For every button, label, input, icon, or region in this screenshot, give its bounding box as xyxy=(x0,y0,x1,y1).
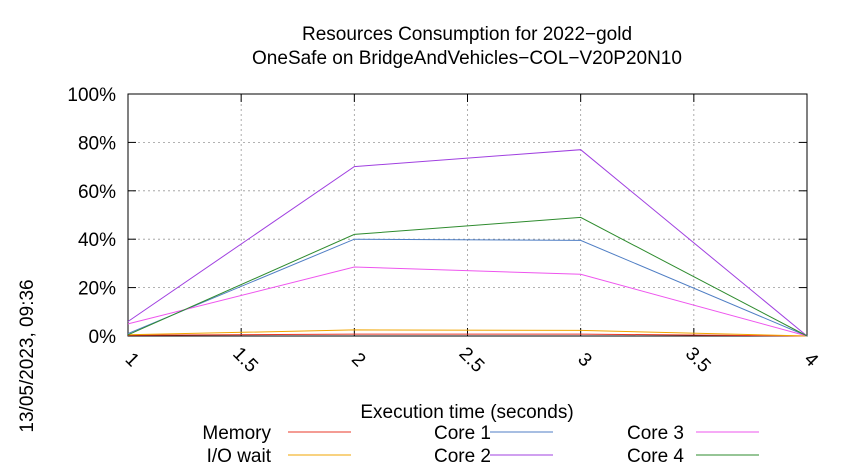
series-group xyxy=(127,149,808,337)
y-tick-label: 0% xyxy=(89,327,117,348)
legend-label: Core 1 xyxy=(434,423,491,444)
series-line-memory xyxy=(127,333,808,337)
series-line-core-3 xyxy=(127,266,808,337)
x-tick-label: 1 xyxy=(121,349,143,371)
series-line-core-2 xyxy=(127,149,808,337)
grid xyxy=(128,94,807,336)
legend-label: Core 3 xyxy=(627,423,684,444)
series-line-core-1 xyxy=(127,238,808,337)
x-tick-label: 3.5 xyxy=(681,343,715,377)
y-axis: 0% 20% 40% 60% 80% 100% xyxy=(67,85,807,348)
x-tick-label: 2 xyxy=(347,349,369,371)
series-line-core-4 xyxy=(127,216,808,337)
x-axis-label: Execution time (seconds) xyxy=(360,402,573,423)
series-line-i-o-wait xyxy=(127,329,808,337)
y-tick-label: 60% xyxy=(78,182,116,203)
x-tick-label: 4 xyxy=(800,349,823,372)
y-tick-label: 40% xyxy=(78,230,116,251)
legend-label: Memory xyxy=(202,423,271,444)
chart-title-line-1: Resources Consumption for 2022−gold xyxy=(302,24,632,45)
chart-title-line-2: OneSafe on BridgeAndVehicles−COL−V20P20N… xyxy=(252,48,682,69)
y-tick-label: 20% xyxy=(78,279,116,300)
legend-label: Core 4 xyxy=(627,446,684,467)
legend-label: I/O wait xyxy=(207,446,272,467)
x-tick-label: 2.5 xyxy=(455,343,489,377)
legend-label: Core 2 xyxy=(434,446,491,467)
x-tick-label: 3 xyxy=(573,349,595,371)
y-tick-label: 100% xyxy=(67,85,116,106)
x-tick-label: 1.5 xyxy=(228,343,262,377)
y-tick-label: 80% xyxy=(78,133,116,154)
side-timestamp: 13/05/2023, 09:36 xyxy=(17,279,38,432)
